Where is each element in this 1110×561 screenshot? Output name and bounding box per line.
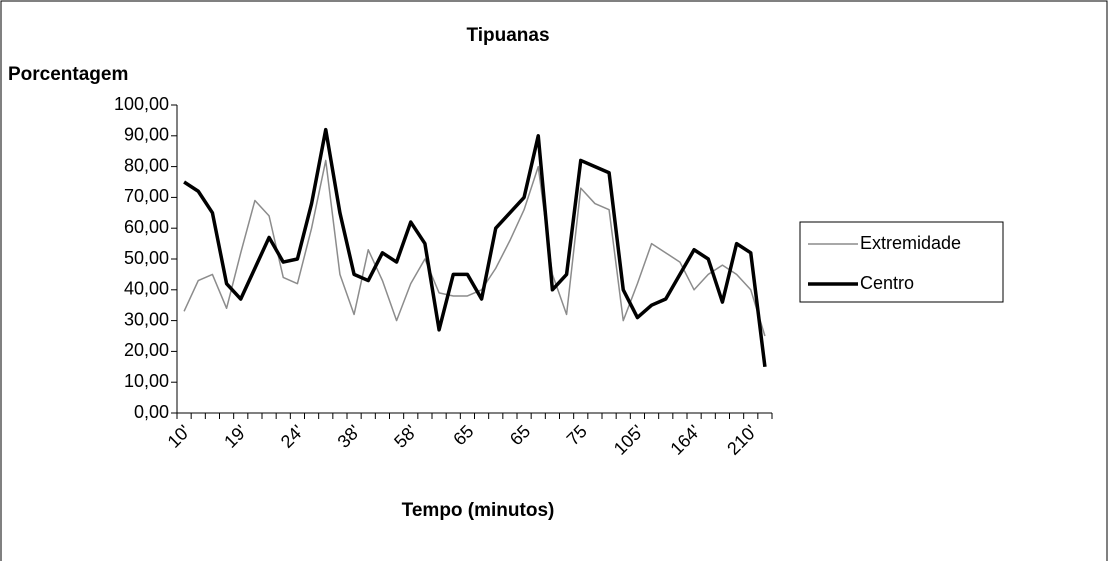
- y-tick-label: 0,00: [134, 402, 169, 422]
- y-tick-label: 10,00: [124, 371, 169, 391]
- series-line: [183, 127, 767, 368]
- x-axis-title: Tempo (minutos): [402, 500, 555, 521]
- legend-label: Centro: [860, 273, 914, 293]
- series-line: [183, 159, 766, 337]
- y-tick-label: 70,00: [124, 186, 169, 206]
- y-tick-label: 90,00: [124, 125, 169, 145]
- chart-title: Tipuanas: [466, 25, 549, 46]
- y-axis-title: Porcentagem: [8, 64, 128, 85]
- y-tick-label: 80,00: [124, 155, 169, 175]
- y-tick-label: 40,00: [124, 279, 169, 299]
- legend-label: Extremidade: [860, 233, 961, 253]
- y-tick-label: 100,00: [114, 94, 169, 114]
- y-tick-label: 60,00: [124, 217, 169, 237]
- y-tick-label: 30,00: [124, 309, 169, 329]
- legend-box: [799, 221, 1004, 303]
- y-tick-label: 20,00: [124, 340, 169, 360]
- y-tick-label: 50,00: [124, 248, 169, 268]
